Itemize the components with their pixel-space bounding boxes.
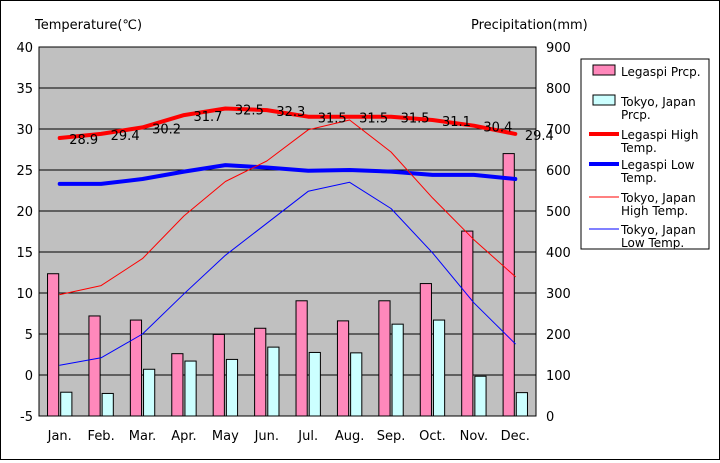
legend-label: Temp. [620, 141, 657, 155]
bar-legaspi-prcp [254, 327, 267, 417]
data-label-legaspi-high: 31.5 [401, 112, 430, 127]
x-tick-label: Sep. [377, 429, 406, 444]
data-label-legaspi-high: 29.4 [111, 129, 140, 144]
data-label-legaspi-high: 28.9 [69, 133, 98, 148]
x-tick-label: Oct. [419, 429, 446, 444]
y-right-tick-label: 800 [546, 82, 571, 97]
legaspi-high-line [57, 106, 518, 140]
data-label-legaspi-high: 29.4 [525, 129, 554, 144]
left-axis-title: Temperature(℃) [34, 18, 142, 33]
legend-swatch [592, 94, 616, 106]
legaspi-low-line [57, 163, 518, 186]
legend-label: Tokyo, Japan [620, 223, 696, 237]
y-left-tick-label: -5 [20, 410, 33, 425]
tokyo-high-line [59, 119, 516, 296]
bar-tokyo-prcp [101, 392, 114, 417]
bar-legaspi-prcp [336, 320, 350, 417]
y-left-tick-label: 35 [16, 82, 33, 97]
y-right-tick-label: 200 [546, 328, 571, 343]
legend-box [580, 58, 710, 250]
bar-tokyo-prcp [60, 391, 73, 417]
y-right-tick-label: 700 [546, 123, 571, 138]
x-tick-label: Apr. [171, 429, 196, 444]
plot-area [38, 46, 537, 417]
y-left-tick-label: 0 [25, 369, 33, 384]
right-axis-title: Precipitation(mm) [471, 18, 588, 33]
y-left-tick-label: 15 [16, 246, 33, 261]
legend-swatch [592, 64, 616, 76]
y-right-tick-label: 900 [546, 41, 571, 56]
data-label-legaspi-high: 31.1 [442, 115, 471, 130]
bar-tokyo-prcp [308, 351, 321, 417]
bar-tokyo-prcp [474, 375, 487, 417]
y-left-tick-label: 25 [16, 164, 33, 179]
y-left-tick-label: 5 [25, 328, 33, 343]
bar-legaspi-prcp [129, 319, 143, 417]
bar-tokyo-prcp [143, 368, 156, 417]
bar-legaspi-prcp [461, 230, 474, 417]
bar-legaspi-prcp [88, 315, 101, 417]
legend-label: Temp. [620, 171, 657, 185]
data-label-legaspi-high: 31.5 [359, 112, 388, 127]
y-left-tick-label: 30 [16, 123, 33, 138]
bar-tokyo-prcp [391, 323, 404, 417]
x-tick-label: May [212, 429, 239, 444]
y-right-tick-label: 300 [546, 287, 571, 302]
bar-legaspi-prcp [47, 273, 60, 417]
legend-label: Tokyo, Japan [620, 95, 696, 109]
legend-label: Legaspi Prcp. [621, 65, 701, 79]
bar-legaspi-prcp [502, 153, 515, 417]
legend-label: Legaspi Low [621, 158, 695, 172]
tokyo-low-line [59, 181, 516, 366]
legend-label: Prcp. [621, 108, 651, 122]
legend-label: Legaspi High [621, 128, 698, 142]
x-tick-label: Jul. [297, 429, 318, 444]
legend-label: High Temp. [621, 204, 688, 218]
y-right-tick-label: 100 [546, 369, 571, 384]
legend-label: Low Temp. [621, 236, 684, 250]
x-tick-label: Dec. [501, 429, 530, 444]
y-right-tick-label: 500 [546, 205, 571, 220]
bar-legaspi-prcp [212, 333, 225, 417]
data-label-legaspi-high: 30.4 [483, 121, 512, 136]
data-label-legaspi-high: 30.2 [152, 122, 181, 137]
bar-legaspi-prcp [419, 283, 432, 417]
y-right-tick-label: 0 [546, 410, 554, 425]
bar-legaspi-prcp [171, 353, 184, 417]
y-left-tick-label: 20 [16, 205, 33, 220]
y-left-tick-label: 40 [16, 41, 33, 56]
x-tick-label: Jun. [254, 429, 279, 444]
data-label-legaspi-high: 32.3 [276, 105, 305, 120]
y-right-tick-label: 600 [546, 164, 571, 179]
bar-tokyo-prcp [184, 360, 197, 417]
data-label-legaspi-high: 31.5 [318, 112, 347, 127]
bar-legaspi-prcp [378, 300, 391, 417]
bar-tokyo-prcp [515, 392, 528, 417]
y-right-tick-label: 400 [546, 246, 571, 261]
x-tick-label: Nov. [460, 429, 489, 444]
x-tick-label: Mar. [129, 429, 156, 444]
y-left-tick-label: 10 [16, 287, 33, 302]
x-tick-label: Feb. [88, 429, 115, 444]
data-label-legaspi-high: 32.5 [235, 104, 264, 119]
bar-tokyo-prcp [432, 319, 446, 417]
bar-tokyo-prcp [225, 358, 239, 417]
bar-tokyo-prcp [267, 346, 280, 417]
data-label-legaspi-high: 31.7 [193, 110, 222, 125]
bar-legaspi-prcp [295, 300, 308, 417]
x-tick-label: Aug. [335, 429, 365, 444]
bar-tokyo-prcp [350, 352, 363, 417]
x-tick-label: Jan. [47, 429, 72, 444]
legend-label: Tokyo, Japan [620, 191, 696, 205]
